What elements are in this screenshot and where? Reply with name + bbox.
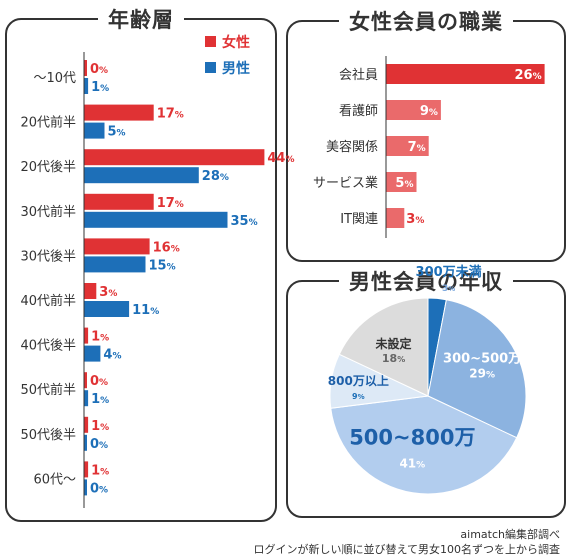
age-category-label: 30代前半: [20, 204, 76, 220]
job-value-label: 9%: [420, 104, 438, 119]
age-bar-male: [84, 167, 199, 184]
age-value-label-female: 3%: [99, 285, 117, 300]
job-category-label: 看護師: [339, 103, 378, 119]
age-category-label: 〜10代: [33, 71, 76, 86]
age-category-label: 60代〜: [33, 472, 76, 487]
age-value-label-male: 0%: [90, 481, 108, 496]
age-bar-male: [84, 211, 228, 228]
age-bar-female: [84, 461, 89, 478]
age-bar-female: [84, 327, 89, 344]
job-chart-title: 女性会員の職業: [339, 6, 513, 36]
income-slice-value: 9%: [352, 392, 365, 401]
job-value-label: 3%: [406, 212, 424, 227]
job-bar: [386, 64, 545, 84]
age-value-label-male: 28%: [202, 169, 229, 184]
source-credit: aimatch編集部調べ: [460, 528, 560, 541]
job-value-label: 26%: [514, 68, 541, 83]
age-bar-female: [84, 416, 89, 433]
age-value-label-male: 35%: [231, 214, 258, 229]
age-value-label-female: 1%: [91, 330, 109, 345]
job-bar: [386, 136, 429, 156]
age-bar-female: [84, 193, 154, 210]
age-value-label-female: 17%: [157, 107, 184, 122]
age-bar-female: [84, 283, 97, 299]
age-value-label-female: 1%: [91, 419, 109, 434]
age-value-label-female: 17%: [157, 196, 184, 211]
age-value-label-female: 1%: [91, 463, 109, 478]
age-chart-title: 年齢層: [98, 4, 184, 34]
age-value-label-male: 11%: [132, 303, 159, 318]
age-category-label: 40代前半: [20, 293, 76, 309]
job-value-label: 5%: [395, 176, 413, 191]
income-slice-label: 300万未満: [416, 264, 482, 280]
job-category-label: サービス業: [313, 175, 378, 191]
job-bar: [386, 172, 417, 192]
age-category-label: 30代後半: [20, 249, 76, 264]
age-category-label: 40代後半: [20, 339, 76, 354]
legend-swatch-male: [205, 62, 216, 73]
age-category-label: 20代前半: [20, 115, 76, 131]
income-slice-value: 29%: [469, 366, 495, 380]
age-value-label-female: 0%: [90, 374, 108, 389]
age-value-label-female: 0%: [90, 62, 108, 77]
legend-swatch-female: [205, 36, 216, 47]
income-chart-title: 男性会員の年収: [339, 266, 513, 296]
age-value-label-male: 5%: [108, 125, 126, 140]
age-bar-male: [84, 479, 87, 496]
job-category-label: 会社員: [339, 67, 378, 83]
job-bar: [386, 208, 405, 228]
age-category-label: 50代前半: [20, 382, 76, 398]
income-slice-value: 18%: [382, 352, 405, 365]
age-bar-male: [84, 78, 89, 94]
income-slice-value: 41%: [399, 456, 425, 470]
age-value-label-male: 1%: [91, 80, 109, 95]
age-value-label-male: 0%: [90, 437, 108, 452]
age-value-label-male: 15%: [149, 258, 176, 273]
age-bar-female: [84, 104, 154, 121]
income-slice-value: 3%: [442, 284, 455, 294]
age-bar-male: [84, 122, 105, 139]
age-bar-male: [84, 434, 87, 451]
income-slice-label: 500~800万: [349, 425, 475, 449]
age-value-label-female: 16%: [153, 240, 180, 255]
age-bar-female: [84, 372, 87, 389]
job-category-label: IT関連: [340, 212, 378, 227]
job-value-label: 7%: [408, 140, 426, 155]
legend-label-male: 男性: [222, 60, 250, 77]
age-bar-male: [84, 345, 101, 362]
age-value-label-male: 1%: [91, 392, 109, 407]
age-value-label-female: 44%: [267, 151, 294, 166]
survey-note: ログインが新しい順に並び替えて男女100名ずつを上から調査: [253, 543, 560, 556]
age-bar-male: [84, 301, 130, 317]
age-category-label: 50代後半: [20, 428, 76, 443]
job-category-label: 美容関係: [326, 139, 378, 155]
legend-label-female: 女性: [222, 34, 250, 51]
income-slice: [427, 299, 527, 439]
income-slice: [330, 395, 518, 495]
age-bar-male: [84, 390, 89, 407]
age-bar-female: [84, 238, 150, 255]
age-bar-male: [84, 256, 146, 273]
age-category-label: 20代後半: [20, 160, 76, 175]
income-slice: [338, 297, 429, 397]
age-bar-female: [84, 60, 87, 76]
income-slice-label: 800万以上: [328, 373, 389, 388]
job-bar: [386, 100, 441, 120]
age-value-label-male: 4%: [103, 348, 121, 363]
income-slice-label: 未設定: [375, 336, 412, 351]
age-bar-female: [84, 149, 265, 166]
income-slice-label: 300~500万: [443, 351, 521, 366]
